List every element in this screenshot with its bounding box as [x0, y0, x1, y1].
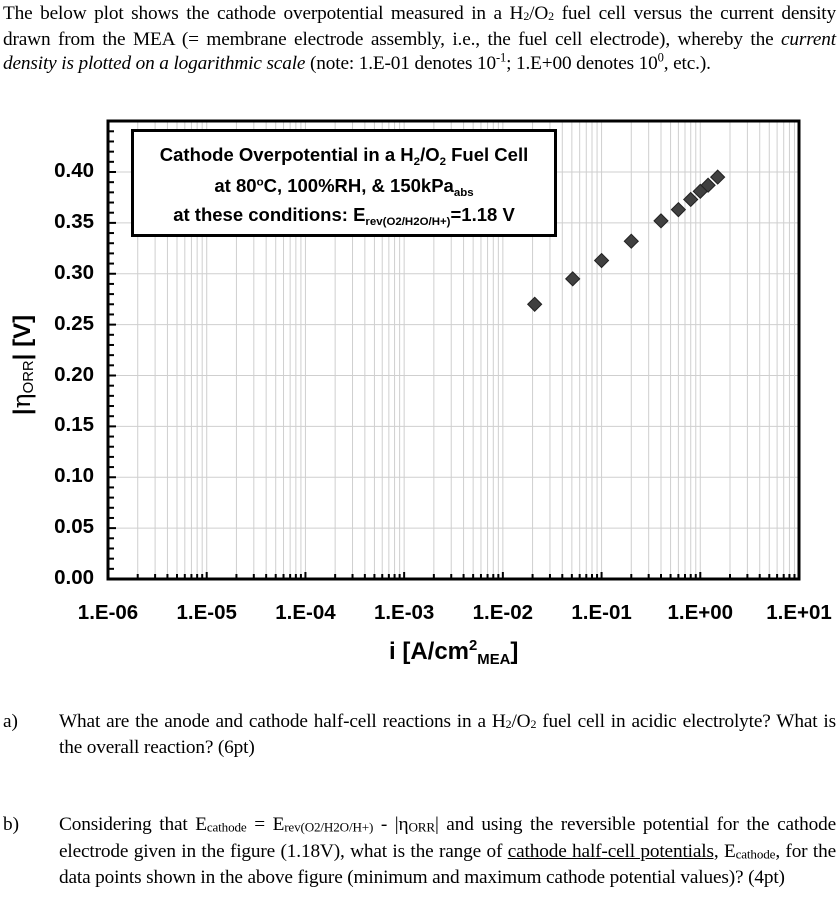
- intro-text: fuel cell versus the current density dra…: [3, 3, 836, 51]
- x-tick-label: 1.E-04: [275, 601, 336, 624]
- intro-paragraph: The below plot shows the cathode overpot…: [3, 2, 836, 76]
- y-tick-label: 0.30: [54, 260, 94, 284]
- y-tick-label: 0.05: [54, 515, 94, 539]
- underlined-text: cathode half-cell potentials,: [507, 840, 719, 862]
- x-tick-label: 1.E-03: [373, 601, 435, 624]
- plot-frame: [106, 119, 801, 581]
- y-axis-title: |ηORR| [V]: [7, 314, 37, 416]
- question-label: a): [3, 711, 18, 732]
- x-tick-label: 1.E+00: [667, 601, 734, 624]
- data-point-diamond: [653, 213, 669, 229]
- chart-annotation-box: Cathode Overpotential in a H2/O2 Fuel Ce…: [131, 129, 557, 237]
- x-tick-label: 1.E-02: [472, 601, 534, 624]
- intro-italic-text: current density is plotted on a logarith…: [3, 29, 836, 75]
- y-tick-label: 0.20: [54, 362, 94, 386]
- y-tick-label: 0.25: [54, 311, 94, 335]
- subscript: 2: [523, 9, 530, 24]
- question-text: Considering that Ecathode = Erev(O2/H2O/…: [59, 814, 837, 889]
- annotation-line-1: Cathode Overpotential in a H2/O2 Fuel Ce…: [159, 144, 529, 168]
- x-tick-label: 1.E-05: [176, 601, 237, 624]
- annotation-line-3: at these conditions: Erev(O2/H2O/H+)=1.1…: [173, 204, 515, 228]
- question-text: What are the anode and cathode half-cell…: [59, 711, 836, 759]
- y-tick-label: 0.10: [54, 464, 94, 488]
- x-axis-title: i [A/cm2MEA]: [389, 638, 519, 669]
- data-point-diamond: [683, 191, 699, 208]
- x-tick-label: 1.E-06: [77, 601, 139, 624]
- intro-text: (note: 1.E-01 denotes 10: [305, 53, 496, 75]
- x-tick-label: 1.E-01: [571, 601, 632, 624]
- overpotential-chart: Cathode Overpotential in a H2/O2 Fuel Ce…: [7, 119, 832, 669]
- subscript: 2: [548, 9, 554, 24]
- data-point-diamond: [623, 233, 639, 249]
- x-tick-label: 1.E+01: [766, 601, 832, 624]
- intro-text: ; 1.E+00 denotes 10: [506, 53, 658, 75]
- data-point-diamond: [593, 252, 610, 269]
- y-tick-label: 0.35: [54, 209, 94, 233]
- y-tick-label: 0.40: [54, 159, 94, 182]
- superscript: 0: [657, 50, 664, 65]
- y-tick-label: 0.15: [54, 413, 94, 437]
- intro-text: , etc.).: [663, 53, 711, 75]
- data-point-diamond: [670, 201, 687, 218]
- intro-text: /O: [529, 3, 549, 24]
- data-point-diamond: [564, 271, 581, 287]
- y-tick-label: 0.00: [54, 566, 94, 589]
- data-point-diamond: [709, 169, 726, 185]
- data-point-diamond: [700, 177, 716, 193]
- annotation-line-2: at 80oC, 100%RH, & 150kPaabs: [214, 175, 474, 199]
- superscript: -1: [495, 50, 507, 65]
- intro-text: The below plot shows the cathode overpot…: [3, 3, 524, 24]
- data-point-diamond: [526, 296, 543, 312]
- plot-area: [106, 119, 801, 581]
- question-label: b): [3, 814, 20, 835]
